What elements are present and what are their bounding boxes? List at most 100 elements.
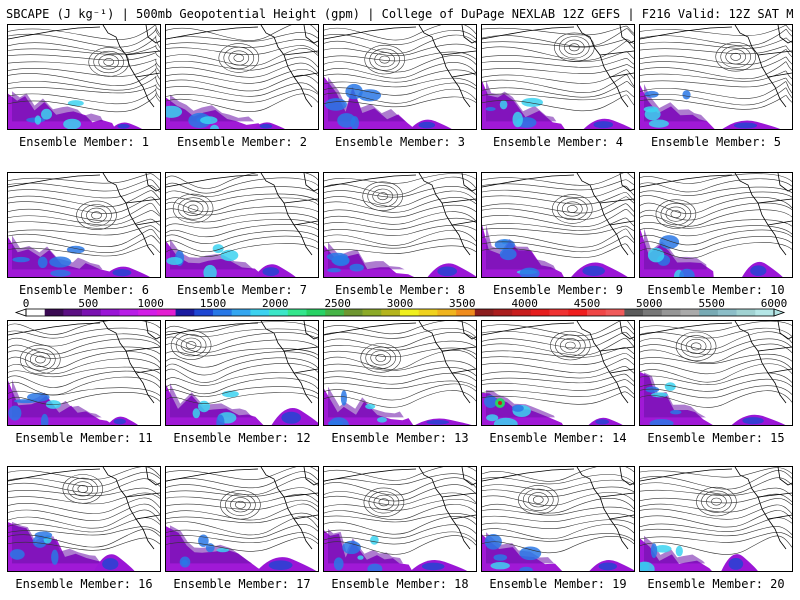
ensemble-panel	[7, 172, 161, 278]
member-label: Ensemble Member: 5	[650, 135, 782, 149]
height-contours	[8, 321, 160, 405]
ensemble-panel	[323, 320, 477, 426]
ensemble-panel	[639, 172, 793, 278]
height-contours	[324, 173, 476, 254]
map-svg	[166, 321, 318, 425]
coastlines	[166, 173, 318, 256]
map-title: SBCAPE (J kg⁻¹) | 500mb Geopotential Hei…	[6, 7, 794, 21]
colorbar-swatch	[661, 309, 681, 316]
height-contours	[640, 321, 792, 408]
member-label: Ensemble Member: 11	[15, 431, 153, 445]
map-svg	[8, 321, 160, 425]
coastlines	[640, 25, 792, 108]
cape-field	[640, 535, 758, 571]
ensemble-panel	[639, 320, 793, 426]
colorbar-swatch	[400, 309, 419, 316]
colorbar-swatch	[26, 309, 45, 316]
colorbar-tick-label: 0	[23, 297, 30, 310]
colorbar-right-arrow	[773, 308, 786, 317]
coastlines	[8, 321, 160, 404]
colorbar-swatch	[624, 309, 644, 316]
cape-field	[8, 91, 143, 129]
height-contours	[324, 25, 476, 108]
colorbar-tick-label: 1000	[137, 297, 164, 310]
map-svg	[482, 25, 634, 129]
colorbar-swatch	[269, 309, 289, 316]
colorbar-swatch	[287, 309, 307, 316]
cape-field	[8, 235, 150, 277]
colorbar-swatch	[568, 309, 588, 316]
colorbar-tick-label: 2500	[324, 297, 351, 310]
height-contours	[482, 467, 634, 554]
member-label: Ensemble Member: 6	[18, 283, 150, 297]
colorbar-swatch	[418, 309, 438, 316]
height-contours	[482, 173, 634, 258]
colorbar-tick-label: 4000	[511, 297, 538, 310]
cape-field	[324, 528, 468, 571]
member-label: Ensemble Member: 20	[647, 577, 785, 591]
colorbar-swatch	[680, 309, 700, 316]
map-svg	[482, 467, 634, 571]
coastlines	[324, 25, 476, 108]
map-svg	[640, 25, 792, 129]
member-label: Ensemble Member: 13	[331, 431, 469, 445]
colorbar-swatch	[474, 309, 494, 316]
colorbar-swatch	[717, 309, 737, 316]
height-contours	[8, 173, 160, 257]
member-label: Ensemble Member: 16	[15, 577, 153, 591]
colorbar-frame	[25, 308, 775, 317]
coastlines	[324, 467, 476, 550]
colorbar-swatch	[343, 309, 363, 316]
cape-field	[482, 532, 634, 571]
cape-field	[324, 386, 472, 425]
colorbar-swatch	[587, 309, 606, 316]
colorbar-swatch	[549, 309, 569, 316]
ensemble-panel	[481, 466, 635, 572]
colorbar-swatch	[44, 309, 64, 316]
member-label: Ensemble Member: 9	[492, 283, 624, 297]
member-label: Ensemble Member: 8	[334, 283, 466, 297]
member-label: Ensemble Member: 18	[331, 577, 469, 591]
coastlines	[640, 173, 792, 256]
ensemble-panel	[323, 24, 477, 130]
cape-field	[640, 83, 781, 129]
height-contours	[324, 321, 476, 408]
colorbar-swatch	[119, 309, 139, 316]
colorbar-swatch	[63, 309, 83, 316]
height-contours	[640, 467, 792, 555]
coastlines	[8, 25, 160, 108]
ensemble-panel	[165, 320, 319, 426]
map-svg	[640, 467, 792, 571]
map-svg	[8, 467, 160, 571]
ensemble-panel	[639, 466, 793, 572]
cape-field	[482, 390, 623, 425]
cape-field	[8, 521, 135, 571]
colorbar-left-arrow	[14, 308, 27, 317]
colorbar-tick-label: 500	[78, 297, 98, 310]
colorbar-swatch	[325, 309, 345, 316]
member-label: Ensemble Member: 17	[173, 577, 311, 591]
ensemble-panel	[481, 24, 635, 130]
colorbar-swatch	[381, 309, 401, 316]
coastlines	[482, 321, 634, 404]
member-label: Ensemble Member: 1	[18, 135, 150, 149]
height-contours	[324, 467, 476, 555]
colorbar-swatch	[250, 309, 270, 316]
colorbar-swatch	[213, 309, 232, 316]
colorbar-tick-label: 2000	[262, 297, 289, 310]
member-label: Ensemble Member: 12	[173, 431, 311, 445]
map-svg	[166, 25, 318, 129]
ensemble-panel	[7, 24, 161, 130]
height-contours	[166, 173, 318, 258]
cape-field	[166, 525, 317, 571]
coastlines	[482, 173, 634, 256]
coastlines	[482, 25, 634, 108]
colorbar-swatch	[437, 309, 457, 316]
colorbar-swatch	[493, 309, 513, 316]
ensemble-panel	[481, 172, 635, 278]
ensemble-panel	[165, 466, 319, 572]
member-label: Ensemble Member: 4	[492, 135, 624, 149]
cape-field	[8, 379, 139, 425]
cape-field	[324, 76, 452, 129]
cape-field	[482, 224, 628, 277]
